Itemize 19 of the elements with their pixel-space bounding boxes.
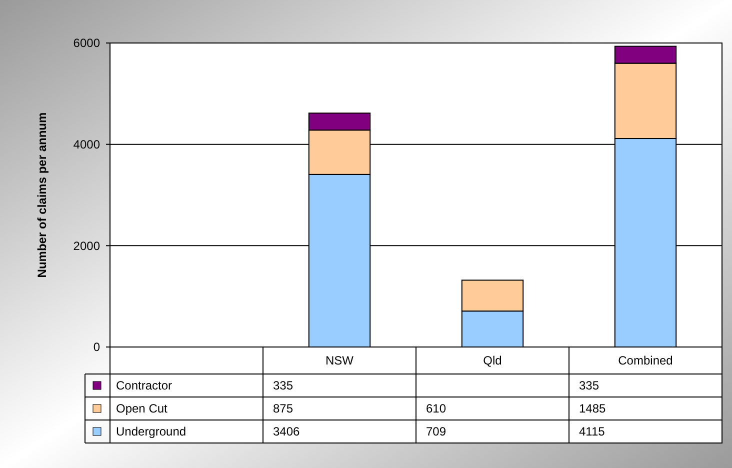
data-label: 1485 [579, 402, 606, 416]
x-tick-label: NSW [326, 354, 354, 368]
y-tick-label: 6000 [73, 36, 100, 50]
x-tick-label: Combined [618, 354, 673, 368]
x-tick-label: Qld [483, 354, 502, 368]
data-label: 875 [273, 402, 294, 416]
data-label: 335 [579, 378, 600, 393]
data-label: 709 [426, 424, 446, 439]
data-label: 610 [426, 402, 446, 416]
legend-label: Open Cut [116, 402, 168, 416]
y-tick-label: 0 [93, 340, 100, 354]
y-axis-title: Number of claims per annum [35, 112, 49, 278]
data-label: 3406 [273, 424, 300, 439]
data-label: 4115 [579, 424, 606, 439]
legend-label: Contractor [116, 378, 172, 393]
y-tick-label: 2000 [73, 238, 100, 253]
legend-label: Underground [116, 424, 186, 439]
y-tick-label: 4000 [73, 138, 100, 152]
data-label: 335 [273, 378, 294, 393]
